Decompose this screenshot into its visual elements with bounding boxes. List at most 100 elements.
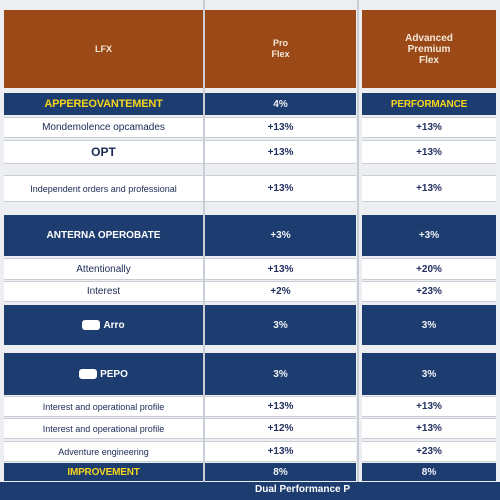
value-cell: 3% <box>362 353 496 395</box>
table-header-row: LFX Pro Flex Advanced Premium Flex <box>0 10 500 88</box>
row-value: +3% <box>270 230 291 241</box>
value-cell: +13% <box>205 258 356 280</box>
table-row: Interest and operational profile +13% +1… <box>0 396 500 417</box>
row-value: +13% <box>416 423 442 434</box>
value-cell: 8% <box>205 463 356 481</box>
row-label-cell: Adventure engineering <box>4 441 203 462</box>
value-cell: +12% <box>205 418 356 439</box>
row-label-cell: Mondemolence opcamades <box>4 117 203 138</box>
row-value: +3% <box>418 230 440 241</box>
row-label: Interest <box>86 286 121 297</box>
value-cell: 3% <box>205 305 356 345</box>
row-label: Mondemolence opcamades <box>42 122 165 133</box>
table-row: IMPROVEMENT 8% 8% <box>0 463 500 481</box>
value-cell: +13% <box>205 441 356 462</box>
table-row: Adventure engineering +13% +23% <box>0 441 500 462</box>
row-label: IMPROVEMENT <box>67 466 140 478</box>
row-label: PEPO <box>100 368 128 380</box>
footer-text: Dual Performance P <box>255 484 351 495</box>
value-cell: +13% <box>205 117 356 138</box>
row-label: Interest and operational profile <box>42 423 165 434</box>
row-label: Arro <box>103 319 125 331</box>
row-value: 3% <box>421 368 437 380</box>
row-value: +23% <box>416 286 442 297</box>
value-cell: +13% <box>205 175 356 202</box>
row-value: 8% <box>273 466 288 478</box>
row-value: +20% <box>416 263 442 275</box>
row-label-cell: APPEREOVANTEMENT <box>4 93 203 115</box>
row-label: OPT <box>91 145 116 159</box>
table-row: Independent orders and professional +13%… <box>0 175 500 202</box>
row-value: 3% <box>421 319 437 331</box>
value-cell: PERFORMANCE <box>362 93 496 115</box>
row-value: +13% <box>267 446 294 457</box>
row-label: Interest and operational profile <box>42 401 165 412</box>
value-cell: +13% <box>362 140 496 164</box>
header-label-3: Advanced Premium Flex <box>405 32 453 66</box>
row-label: Independent orders and professional <box>30 183 177 194</box>
table-row: OPT +13% +13% <box>0 140 500 164</box>
table-row: Attentionally +13% +20% <box>0 258 500 280</box>
value-cell: +3% <box>362 215 496 256</box>
column-divider <box>203 0 205 500</box>
table-row: Interest and operational profile +12% +1… <box>0 418 500 439</box>
value-cell: +13% <box>362 117 496 138</box>
footer-bar: Dual Performance P <box>0 482 500 500</box>
row-label: Adventure engineering <box>58 446 149 457</box>
value-cell: 8% <box>362 463 496 481</box>
row-label: APPEREOVANTEMENT <box>44 98 163 110</box>
row-label-cell: OPT <box>4 140 203 164</box>
row-label-cell: ANTERNA OPEROBATE <box>4 215 203 256</box>
value-cell: +13% <box>362 396 496 417</box>
row-value: +13% <box>416 183 442 194</box>
value-cell: +13% <box>205 140 356 164</box>
row-label: Attentionally <box>76 263 131 275</box>
logo-icon <box>79 369 98 379</box>
row-label-cell: Attentionally <box>4 258 203 280</box>
row-value: 8% <box>421 466 437 478</box>
logo-icon <box>82 320 101 330</box>
value-cell: 3% <box>205 353 356 395</box>
table-row: APPEREOVANTEMENT 4% PERFORMANCE <box>0 93 500 115</box>
row-value: PERFORMANCE <box>390 98 468 110</box>
row-value: +13% <box>267 146 294 158</box>
table-row: Mondemolence opcamades +13% +13% <box>0 117 500 138</box>
row-value: +23% <box>416 446 442 457</box>
row-value: 3% <box>273 319 288 331</box>
row-label: ANTERNA OPEROBATE <box>46 230 161 241</box>
header-label-1: LFX <box>95 43 112 54</box>
header-cell-advanced: Advanced Premium Flex <box>362 10 496 88</box>
value-cell: +20% <box>362 258 496 280</box>
header-cell-pro: Pro Flex <box>205 10 356 88</box>
value-cell: +13% <box>362 175 496 202</box>
row-label-cell: Interest and operational profile <box>4 396 203 417</box>
row-value: +13% <box>267 401 294 412</box>
value-cell: 3% <box>362 305 496 345</box>
value-cell: +2% <box>205 281 356 302</box>
row-value: +13% <box>416 146 442 158</box>
value-cell: +23% <box>362 281 496 302</box>
value-cell: +13% <box>362 418 496 439</box>
row-label-cell: IMPROVEMENT <box>4 463 203 481</box>
value-cell: +3% <box>205 215 356 256</box>
row-value: +13% <box>267 183 294 194</box>
row-value: 4% <box>273 98 288 110</box>
row-value: +13% <box>267 122 294 133</box>
header-label-2: Pro Flex <box>271 38 290 59</box>
row-value: +12% <box>267 423 294 434</box>
table-row: ANTERNA OPEROBATE +3% +3% <box>0 215 500 256</box>
table-row: PEPO 3% 3% <box>0 353 500 395</box>
value-cell: 4% <box>205 93 356 115</box>
row-value: +13% <box>416 401 442 412</box>
row-label-cell: Interest and operational profile <box>4 418 203 439</box>
row-value: +2% <box>270 286 291 297</box>
table-row: Arro 3% 3% <box>0 305 500 345</box>
value-cell: +13% <box>205 396 356 417</box>
row-label-cell: PEPO <box>4 353 203 395</box>
row-label-cell: Arro <box>4 305 203 345</box>
row-label-cell: Interest <box>4 281 203 302</box>
row-value: +13% <box>267 263 294 275</box>
value-cell: +23% <box>362 441 496 462</box>
row-label-cell: Independent orders and professional <box>4 175 203 202</box>
